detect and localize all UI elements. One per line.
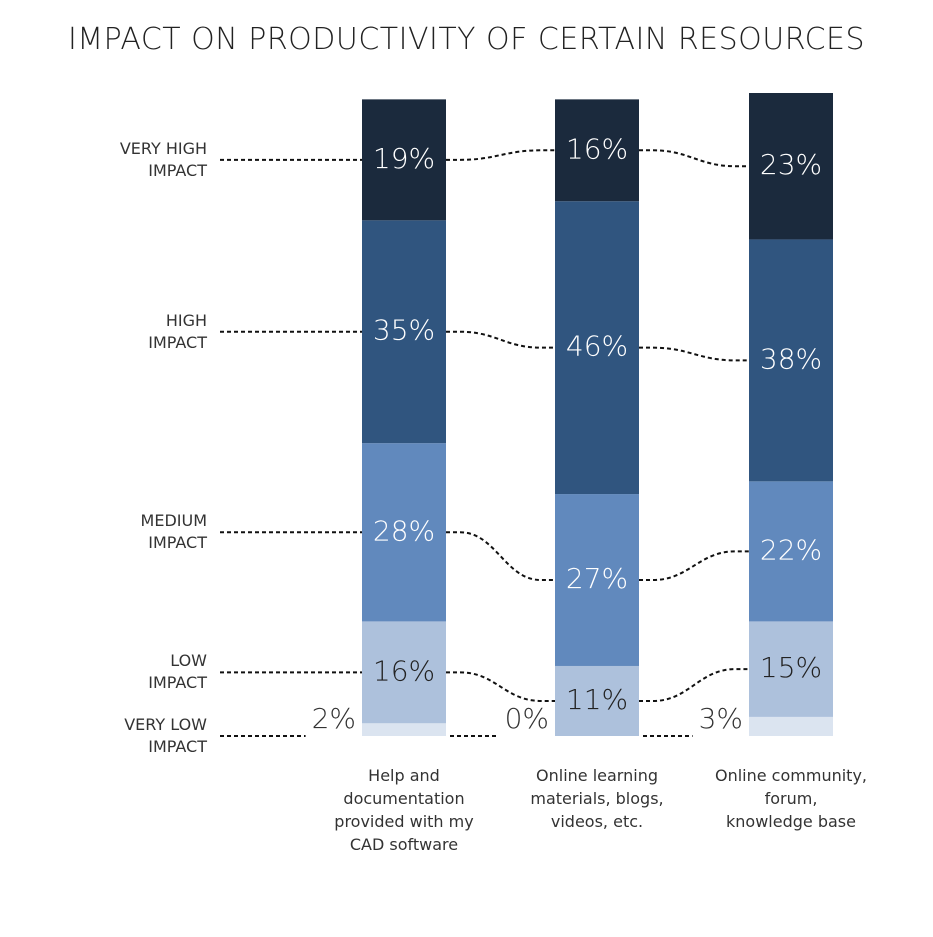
legend-label: VERY LOW IMPACT xyxy=(124,715,207,756)
legend-label: LOW IMPACT xyxy=(148,651,207,693)
legend-label: MEDIUM IMPACT xyxy=(140,511,207,553)
value-label: 11% xyxy=(566,683,628,716)
value-label: 16% xyxy=(373,654,435,687)
connector-line xyxy=(220,149,749,168)
bar-segment xyxy=(362,723,446,736)
bar-segment xyxy=(362,220,446,444)
x-tick-label: Online community, forum, knowledge base xyxy=(714,766,867,831)
bar-segment xyxy=(362,443,446,622)
connector-line xyxy=(220,668,749,702)
value-label: 35% xyxy=(373,314,435,347)
bar-segment xyxy=(555,201,639,495)
bar-segment xyxy=(555,494,639,666)
value-label: 27% xyxy=(566,562,628,595)
value-label: 46% xyxy=(566,330,628,363)
bar-segment xyxy=(555,665,639,736)
value-label: 15% xyxy=(760,651,822,684)
bar-segment xyxy=(749,621,833,717)
bar-segment xyxy=(749,716,833,736)
value-label: 38% xyxy=(760,342,822,375)
bar-segment xyxy=(555,99,639,202)
value-label: 19% xyxy=(373,142,435,175)
value-label: 28% xyxy=(373,514,435,547)
legend-label: HIGH IMPACT xyxy=(148,310,207,352)
value-label: 22% xyxy=(760,533,822,566)
bar-segment xyxy=(749,239,833,482)
value-label: 0% xyxy=(505,702,549,735)
connector-line xyxy=(220,531,749,582)
chart-title: IMPACT ON PRODUCTIVITY OF CERTAIN RESOUR… xyxy=(67,22,866,57)
value-label: 2% xyxy=(312,702,356,735)
x-tick-label: Help and documentation provided with my … xyxy=(334,766,474,854)
bar-segment xyxy=(362,99,446,221)
legend-label: VERY HIGH IMPACT xyxy=(119,138,207,180)
value-label: 16% xyxy=(566,132,628,165)
value-label: 23% xyxy=(760,148,822,181)
value-label: 3% xyxy=(699,702,743,735)
x-tick-label: Online learning materials, blogs, videos… xyxy=(530,766,664,831)
connector-line xyxy=(220,330,749,362)
bar-segment xyxy=(749,481,833,622)
bar-segment xyxy=(362,621,446,724)
bar-segment xyxy=(749,93,833,240)
